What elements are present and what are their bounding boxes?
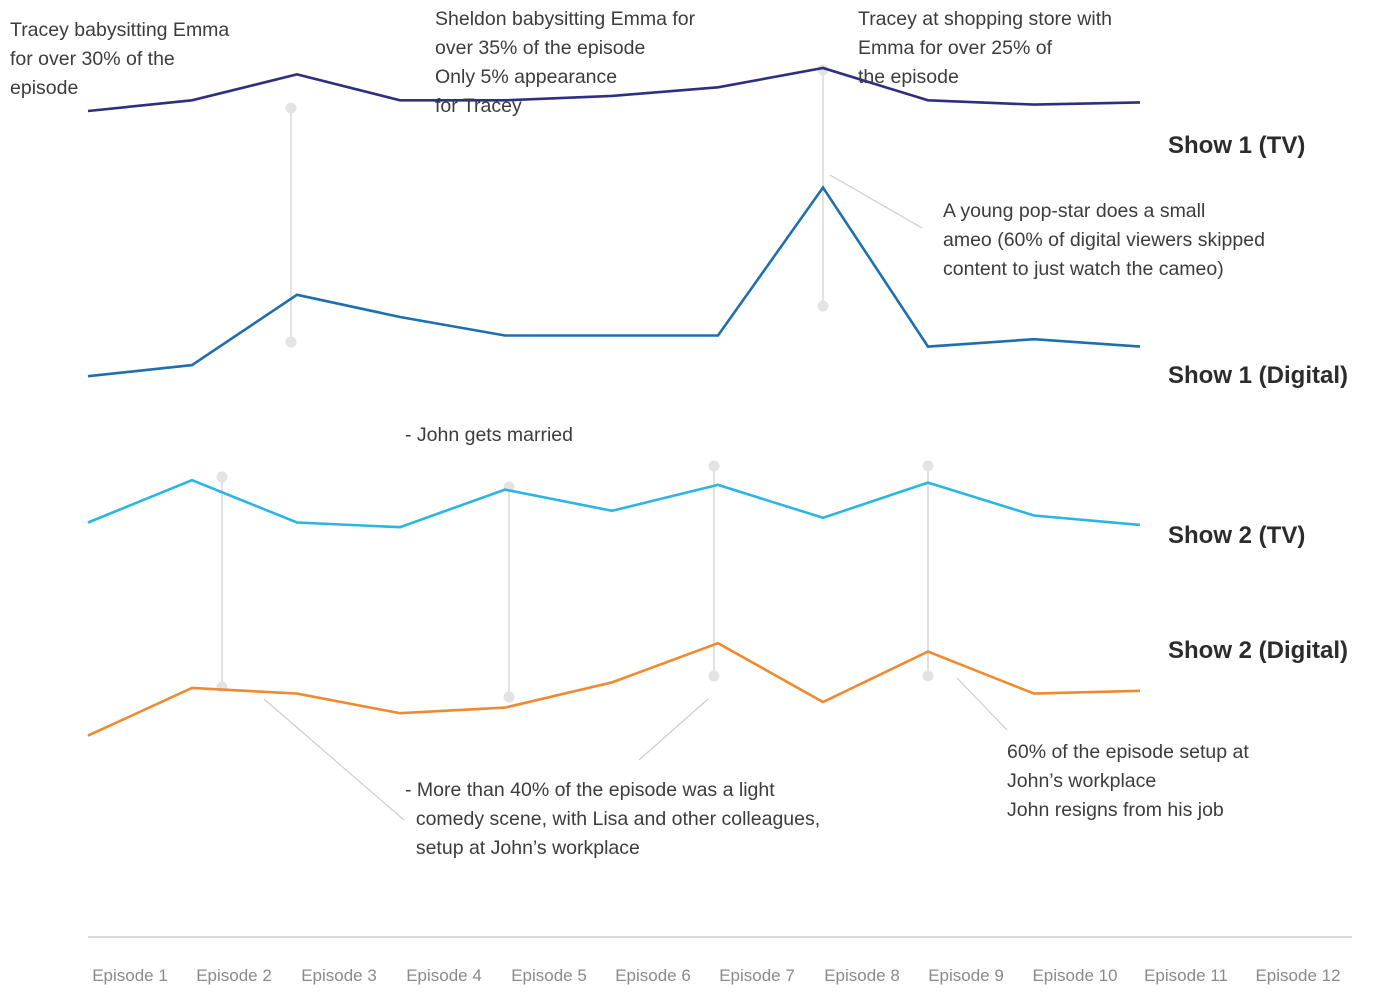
- annotation-episode-3-show1: Tracey babysitting Emma for over 30% of …: [10, 19, 230, 99]
- annotation-episode-8-show1: Tracey at shopping store with Emma for o…: [858, 8, 1112, 88]
- x-tick-label: Episode 11: [1144, 966, 1228, 985]
- x-tick-label: Episode 4: [406, 966, 482, 985]
- connector-dot-3-1: [216, 471, 228, 483]
- series-label-show2-digital: Show 2 (Digital): [1168, 637, 1348, 664]
- series-lines: [87, 66, 1141, 737]
- annotation-pop-star-cameo: A young pop-star does a small ameo (60% …: [943, 200, 1265, 280]
- annotation-john-resigns: 60% of the episode setup at John’s workp…: [1007, 741, 1249, 821]
- leader-line-2: [263, 698, 405, 821]
- x-tick-label: Episode 10: [1032, 966, 1118, 985]
- x-tick-label: Episode 2: [196, 966, 272, 985]
- connector-dot-5-1: [708, 460, 720, 472]
- x-tick-label: Episode 6: [615, 966, 691, 985]
- connector-dot-1-1: [285, 102, 297, 114]
- x-tick-label: Episode 5: [511, 966, 587, 985]
- leader-line-1: [829, 174, 923, 229]
- series-label-show2-tv: Show 2 (TV): [1168, 522, 1306, 549]
- x-tick-label: Episode 7: [719, 966, 795, 985]
- annotation-comedy-scene: - More than 40% of the episode was a lig…: [405, 779, 821, 859]
- x-tick-label: Episode 9: [928, 966, 1004, 985]
- series-label-show1-tv: Show 1 (TV): [1168, 132, 1306, 159]
- connector-dot-2-2: [817, 300, 829, 312]
- x-tick-label: Episode 3: [301, 966, 377, 985]
- leader-line-4: [956, 677, 1008, 731]
- connector-dot-1-2: [285, 336, 297, 348]
- annotation-episode-5-show1: Sheldon babysitting Emma for over 35% of…: [435, 8, 696, 117]
- series-line-1: [87, 66, 1141, 113]
- connector-dot-6-1: [922, 460, 934, 472]
- x-tick-label: Episode 1: [92, 966, 168, 985]
- annotation-john-married: - John gets married: [405, 424, 573, 446]
- connector-dot-4-2: [503, 691, 515, 703]
- leader-line-3: [638, 698, 709, 761]
- connector-dot-6-2: [922, 670, 934, 682]
- series-line-4: [87, 641, 1141, 737]
- series-label-show1-digital: Show 1 (Digital): [1168, 362, 1348, 389]
- x-tick-label: Episode 8: [824, 966, 900, 985]
- series-line-3: [87, 478, 1141, 529]
- connector-dot-5-2: [708, 670, 720, 682]
- x-tick-label: Episode 12: [1255, 966, 1341, 985]
- annotation-connectors: [216, 64, 1008, 821]
